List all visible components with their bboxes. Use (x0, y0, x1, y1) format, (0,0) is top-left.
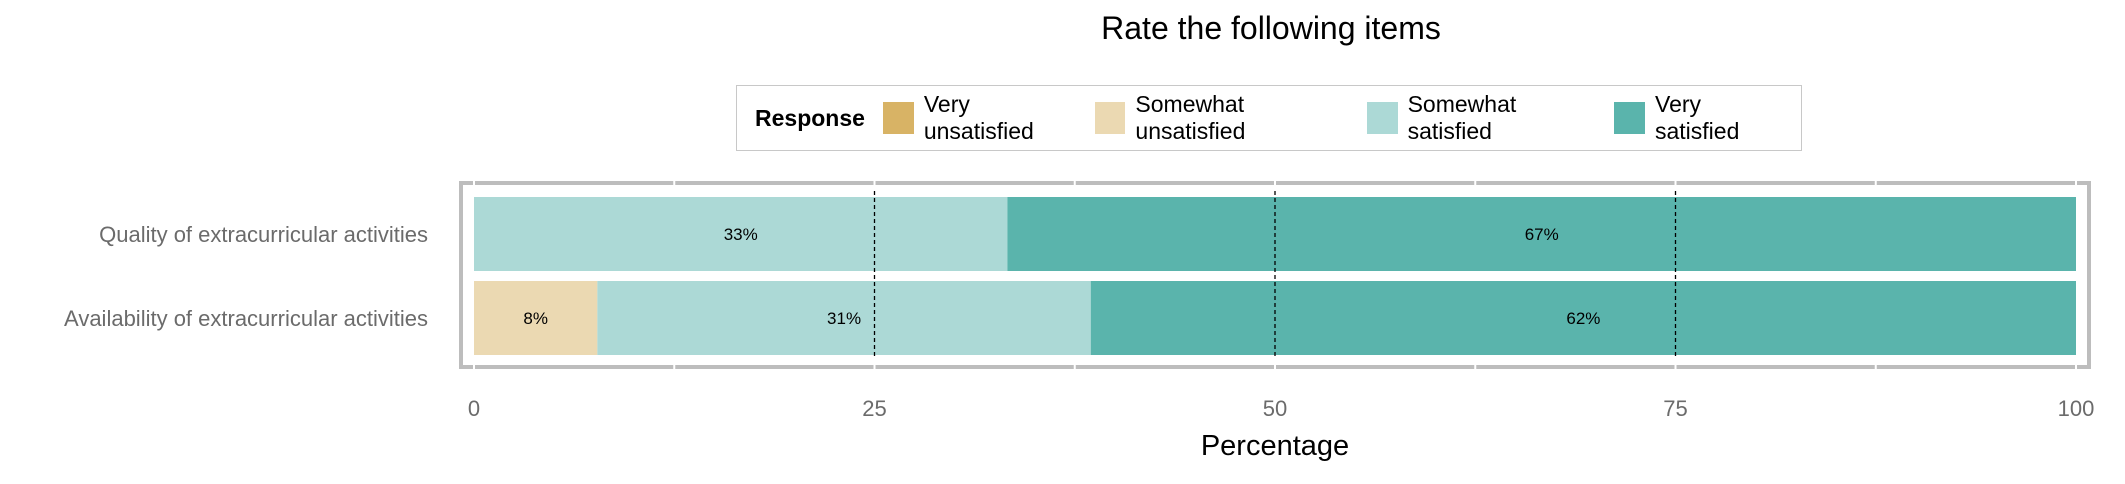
x-tick-label: 50 (1263, 396, 1287, 421)
x-axis-label: Percentage (1201, 430, 1349, 462)
legend-label: Somewhat satisfied (1407, 91, 1517, 144)
x-tick-label: 25 (862, 396, 886, 421)
data-label: 33% (724, 225, 758, 244)
legend-title: Response (755, 104, 865, 131)
panel-frame (459, 179, 2091, 371)
legend-label: Somewhat unsatisfied (1135, 91, 1246, 144)
legend-key-very-satisfied (1614, 102, 1645, 134)
y-tick-label: Quality of extracurricular activities (99, 222, 428, 247)
chart-title: Rate the following items (1101, 10, 1441, 46)
legend-item-very-unsatisfied: Very unsatisfied (882, 91, 1081, 145)
y-tick-labels: Quality of extracurricular activities Ava… (64, 222, 428, 331)
data-labels: 33% 67% 8% 31% 62% (523, 225, 1600, 328)
legend-label: Very unsatisfied (923, 91, 1034, 144)
bar-segment (597, 281, 1091, 355)
x-tick-label: 100 (2058, 396, 2095, 421)
bar-segment (474, 281, 598, 355)
y-tick-label: Availability of extracurricular activiti… (64, 306, 428, 331)
reference-lines (873, 191, 1677, 359)
legend-key-somewhat-satisfied (1366, 102, 1398, 134)
data-label: 62% (1566, 309, 1600, 328)
legend-key-very-unsatisfied (882, 102, 914, 134)
data-label: 31% (827, 309, 861, 328)
data-label: 67% (1525, 225, 1559, 244)
legend-item-very-satisfied: Very satisfied (1614, 91, 1787, 145)
data-label: 8% (523, 309, 548, 328)
legend-label: Very satisfied (1655, 91, 1740, 144)
bars (474, 197, 2076, 355)
x-tick-label: 0 (468, 396, 480, 421)
x-tick-labels: 0 25 50 75 100 (468, 396, 2094, 421)
legend-key-somewhat-unsatisfied (1094, 102, 1126, 134)
bar-segment (474, 197, 1008, 271)
legend-item-somewhat-satisfied: Somewhat satisfied (1366, 91, 1600, 145)
bar-segment (1007, 197, 2076, 271)
x-tick-label: 75 (1663, 396, 1687, 421)
legend: Response Very unsatisfied Somewhat unsat… (736, 85, 1802, 151)
bar-segment (1090, 281, 2076, 355)
legend-item-somewhat-unsatisfied: Somewhat unsatisfied (1094, 91, 1353, 145)
